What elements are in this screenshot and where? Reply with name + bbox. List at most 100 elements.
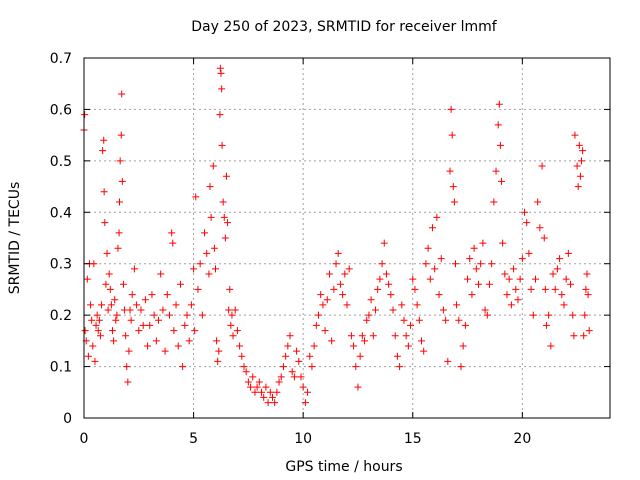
data-point [404, 342, 412, 350]
data-point [339, 291, 347, 299]
data-point [407, 321, 415, 329]
data-point [297, 373, 305, 381]
data-point [529, 311, 537, 319]
data-point [330, 285, 338, 293]
data-point [347, 332, 355, 340]
y-tick-label: 0.3 [50, 257, 72, 273]
data-point [510, 265, 518, 273]
data-point [224, 219, 232, 227]
data-point [163, 291, 171, 299]
data-point [165, 311, 173, 319]
data-point [542, 321, 550, 329]
y-tick-label: 0 [63, 411, 72, 427]
data-point [396, 363, 404, 371]
data-point [343, 301, 351, 309]
data-point [148, 291, 156, 299]
data-point [89, 342, 97, 350]
data-point [518, 255, 526, 263]
data-point [282, 352, 290, 360]
data-point [490, 198, 498, 206]
data-point [492, 167, 500, 175]
data-point [179, 363, 187, 371]
data-point [172, 301, 180, 309]
data-point [88, 316, 96, 324]
plot-frame [83, 57, 611, 419]
data-point [227, 321, 235, 329]
data-point [127, 316, 135, 324]
data-point [393, 352, 401, 360]
chart-title: Day 250 of 2023, SRMTID for receiver lmm… [191, 19, 498, 35]
y-tick-label: 0.2 [50, 308, 72, 324]
data-point [547, 342, 555, 350]
data-point [244, 378, 252, 386]
data-point [512, 285, 520, 293]
data-point [413, 301, 421, 309]
y-tick-label: 0.1 [50, 360, 72, 376]
data-point [426, 275, 434, 283]
data-point [213, 337, 221, 345]
data-point [516, 275, 524, 283]
data-point [579, 147, 587, 155]
data-point [354, 383, 362, 391]
data-point [216, 64, 224, 72]
data-point [415, 316, 423, 324]
data-point [564, 249, 572, 257]
data-point [255, 378, 263, 386]
data-point [575, 141, 583, 149]
data-point [538, 162, 546, 170]
data-point [212, 265, 219, 273]
data-point [258, 388, 266, 396]
data-point [190, 265, 198, 273]
data-point [137, 306, 145, 314]
data-point [194, 285, 202, 293]
data-point [420, 347, 428, 355]
data-point [323, 296, 331, 304]
data-point [334, 249, 342, 257]
data-point [122, 332, 130, 340]
data-point [567, 280, 575, 288]
data-point [116, 198, 124, 206]
data-point [583, 270, 591, 278]
data-point [185, 337, 193, 345]
data-point [325, 270, 333, 278]
data-point [91, 357, 99, 365]
data-point [521, 208, 529, 216]
data-point [585, 327, 593, 335]
data-point [498, 177, 506, 185]
data-point [286, 332, 294, 340]
gridlines [84, 58, 610, 418]
data-point [84, 352, 92, 360]
data-point [317, 291, 325, 299]
data-point [332, 260, 340, 268]
data-point [146, 321, 154, 329]
data-point [225, 306, 233, 314]
data-point [444, 357, 452, 365]
data-point [369, 332, 377, 340]
data-point [470, 244, 478, 252]
data-point [123, 363, 131, 371]
x-tick-label: 5 [189, 431, 198, 447]
y-tick-label: 0.4 [50, 205, 72, 221]
data-point [119, 280, 127, 288]
data-point [222, 172, 230, 180]
data-point [81, 327, 89, 335]
data-point [571, 131, 579, 139]
data-point [431, 265, 439, 273]
data-point [573, 162, 581, 170]
data-point [133, 301, 141, 309]
data-point [253, 383, 261, 391]
data-point [159, 306, 167, 314]
data-point [101, 219, 109, 227]
data-point [135, 327, 143, 335]
data-point [141, 296, 149, 304]
data-point [174, 342, 182, 350]
data-point [525, 249, 533, 257]
data-point [450, 198, 458, 206]
data-point [299, 383, 307, 391]
data-point [104, 306, 112, 314]
data-point [268, 393, 276, 401]
data-point [293, 347, 301, 355]
x-tick-label: 15 [404, 431, 422, 447]
y-axis-label: SRMTID / TECUs [7, 182, 23, 295]
